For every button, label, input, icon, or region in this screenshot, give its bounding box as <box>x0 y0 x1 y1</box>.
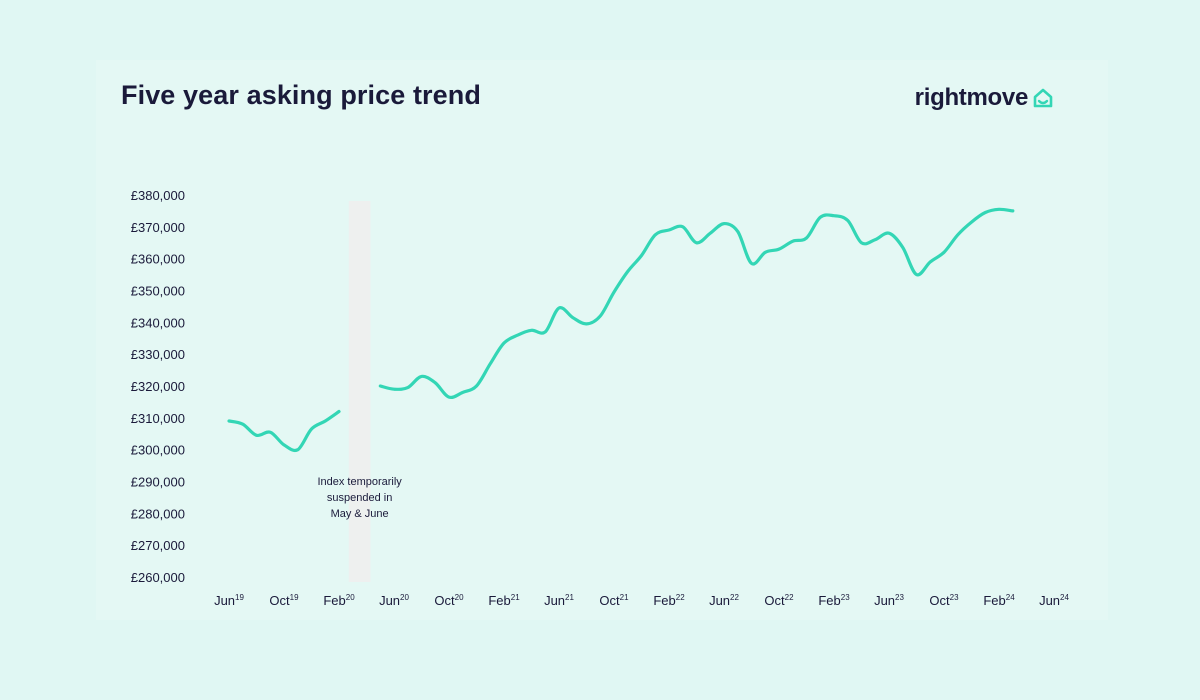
x-tick-label: Jun23 <box>874 593 904 608</box>
brand-name: rightmove <box>914 84 1029 111</box>
y-tick-label: £360,000 <box>131 252 185 267</box>
y-tick-label: £380,000 <box>131 188 185 203</box>
x-tick-label: Oct21 <box>599 593 629 608</box>
brand-logo: rightmove <box>915 84 1054 112</box>
x-axis: Jun19 Oct19 Feb20 Jun20 Oct20 Feb21 Jun21 Oct21… <box>214 593 1069 608</box>
annotation-text: Index temporarily <box>317 476 402 488</box>
house-icon <box>1032 87 1054 109</box>
suspended-band <box>348 201 371 582</box>
x-tick-label: Jun19 <box>214 593 244 608</box>
y-tick-label: £310,000 <box>131 411 185 426</box>
y-tick-label: £320,000 <box>131 379 185 394</box>
x-tick-label: Oct19 <box>269 593 299 608</box>
annotation-text: May & June <box>331 508 389 520</box>
y-tick-label: £270,000 <box>131 538 185 553</box>
x-tick-label: Feb24 <box>983 593 1015 608</box>
y-tick-label: £350,000 <box>131 284 185 299</box>
x-tick-label: Oct23 <box>929 593 959 608</box>
x-tick-label: Jun24 <box>1039 593 1069 608</box>
chart-title: Five year asking price trend <box>121 80 481 110</box>
x-tick-label: Feb22 <box>653 593 685 608</box>
x-tick-label: Oct22 <box>764 593 794 608</box>
x-tick-label: Jun22 <box>709 593 739 608</box>
x-tick-label: Feb21 <box>488 593 520 608</box>
y-tick-label: £260,000 <box>131 570 185 585</box>
chart-card <box>96 60 1108 620</box>
x-tick-label: Feb20 <box>323 593 355 608</box>
y-tick-label: £370,000 <box>131 220 185 235</box>
x-tick-label: Oct20 <box>434 593 464 608</box>
y-tick-label: £340,000 <box>131 315 185 330</box>
x-tick-label: Feb23 <box>818 593 850 608</box>
annotation-text: suspended in <box>327 492 392 504</box>
y-tick-label: £300,000 <box>131 443 185 458</box>
y-tick-label: £290,000 <box>131 475 185 490</box>
y-axis: £380,000 £370,000 £360,000 £350,000 £340,000… <box>131 188 185 585</box>
x-tick-label: Jun20 <box>379 593 409 608</box>
suspended-band-layer <box>348 201 371 582</box>
x-tick-label: Jun21 <box>544 593 574 608</box>
series-line-segment <box>378 207 1015 400</box>
y-tick-label: £330,000 <box>131 347 185 362</box>
series-lines <box>227 207 1015 453</box>
y-tick-label: £280,000 <box>131 506 185 521</box>
series-line-segment <box>227 409 341 453</box>
annotation-layer: Index temporarily suspended in May & June <box>317 476 402 520</box>
